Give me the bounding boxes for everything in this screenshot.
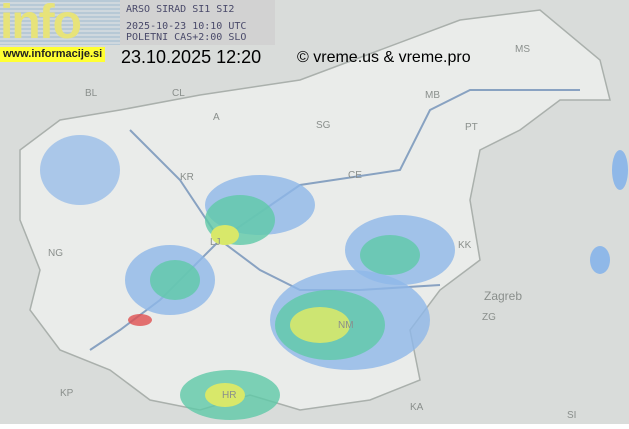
info-logo: info (0, 0, 120, 45)
place-label: KR (180, 172, 194, 183)
radar-echoes (40, 135, 628, 420)
place-label: BL (85, 88, 98, 99)
place-label: ZG (482, 312, 496, 323)
place-label: SG (316, 120, 331, 131)
utc-time: 2025-10-23 10:10 UTC (126, 21, 247, 32)
local-time: 23.10.2025 12:20 (121, 47, 262, 67)
place-label: A (213, 112, 220, 123)
place-label: MB (425, 90, 440, 101)
place-label: HR (222, 390, 237, 401)
place-label: NG (48, 248, 63, 259)
place-label: CL (172, 88, 185, 99)
logo-text: info (0, 0, 82, 45)
place-label: SI (567, 410, 577, 421)
site-link[interactable]: www.informacije.si (0, 47, 106, 62)
place-label: Zagreb (484, 289, 523, 303)
radar-header: ARSO SIRAD SI1 SI2 2025-10-23 10:10 UTC … (120, 0, 275, 45)
radar-source: ARSO SIRAD SI1 SI2 (126, 4, 235, 15)
place-label: CE (348, 170, 362, 181)
copyright: © vreme.us & vreme.pro (297, 49, 471, 66)
place-label: KP (60, 388, 74, 399)
timezone-note: POLETNI CAS+2:00 SLO (126, 32, 247, 43)
place-label: PT (465, 122, 478, 133)
place-label: KA (410, 402, 424, 413)
place-label: NM (338, 320, 354, 331)
place-label: LJ (210, 237, 221, 248)
place-label: MS (515, 44, 530, 55)
place-label: KK (458, 240, 472, 251)
